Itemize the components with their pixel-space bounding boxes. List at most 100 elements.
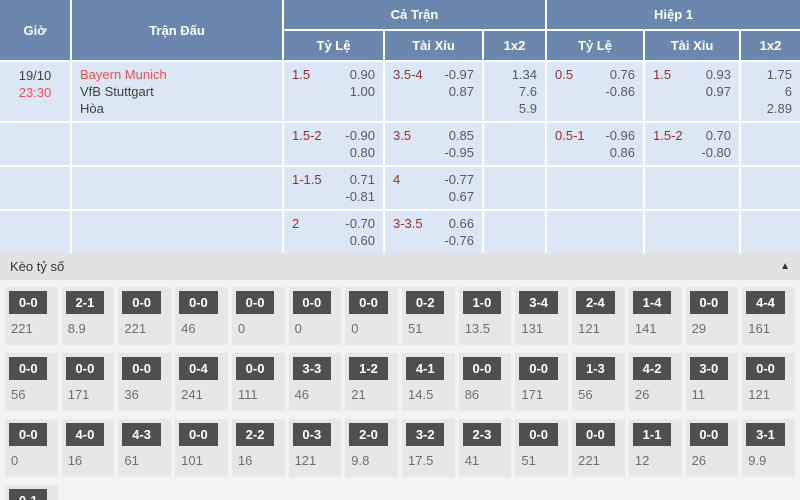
- score-cell-2-0[interactable]: 2-0 9.8: [345, 419, 398, 477]
- odds-value[interactable]: -0.76: [444, 233, 474, 248]
- score-badge: 0-0: [689, 423, 729, 446]
- odds-value[interactable]: 0.67: [448, 189, 474, 204]
- score-cell-0-0[interactable]: 0-0 171: [61, 353, 115, 411]
- score-cell-0-0[interactable]: 0-0 51: [515, 419, 569, 477]
- score-cell-0-0[interactable]: 0-0 29: [685, 287, 739, 345]
- odds-value[interactable]: 1.34: [511, 67, 537, 82]
- score-odds-value: 241: [181, 387, 203, 402]
- score-cell-1-1[interactable]: 1-1 12: [628, 419, 682, 477]
- score-cell-0-0[interactable]: 0-0 111: [231, 353, 285, 411]
- empty-cell: [741, 167, 800, 209]
- odds-value[interactable]: 0.90: [349, 67, 375, 82]
- score-cell-4-4[interactable]: 4-4 161: [742, 287, 795, 345]
- score-cell-2-3[interactable]: 2-3 41: [458, 419, 512, 477]
- score-cell-2-1[interactable]: 2-1 8.9: [61, 287, 115, 345]
- odds-value[interactable]: -0.86: [605, 84, 635, 99]
- ft-handicap-odds[interactable]: 1.5-2 -0.90 0.80: [284, 123, 383, 165]
- score-cell-2-2[interactable]: 2-2 16: [231, 419, 285, 477]
- score-cell-0-0[interactable]: 0-0 46: [175, 287, 228, 345]
- ft-handicap-odds[interactable]: 1-1.5 0.71 -0.81: [284, 167, 383, 209]
- odds-value[interactable]: -0.81: [345, 189, 375, 204]
- score-cell-0-0[interactable]: 0-0 221: [572, 419, 625, 477]
- odds-value[interactable]: -0.80: [701, 145, 731, 160]
- odds-value[interactable]: -0.96: [605, 128, 635, 143]
- score-cell-0-1[interactable]: 0-131: [5, 485, 58, 500]
- odds-value[interactable]: -0.70: [345, 216, 375, 231]
- odds-value[interactable]: -0.97: [444, 67, 474, 82]
- h1-over-under-odds[interactable]: 1.5 0.93 0.97: [645, 62, 739, 121]
- score-badge: 0-0: [746, 357, 785, 380]
- odds-value[interactable]: 0.70: [705, 128, 731, 143]
- odds-value[interactable]: -0.77: [444, 172, 474, 187]
- col-header-time: Giờ: [0, 0, 70, 60]
- odds-value[interactable]: 0.87: [448, 84, 474, 99]
- odds-value[interactable]: 0.71: [349, 172, 375, 187]
- score-cell-3-0[interactable]: 3-0 11: [685, 353, 739, 411]
- score-cell-0-0[interactable]: 0-0 56: [5, 353, 58, 411]
- odds-value[interactable]: -0.90: [345, 128, 375, 143]
- odds-value[interactable]: 0.86: [609, 145, 635, 160]
- score-cell-1-0[interactable]: 1-0 13.5: [458, 287, 512, 345]
- score-cell-3-1[interactable]: 3-1 9.9: [742, 419, 795, 477]
- score-cell-4-3[interactable]: 4-3 61: [118, 419, 172, 477]
- score-cell-0-0[interactable]: 0-0 221: [5, 287, 58, 345]
- score-cell-0-0[interactable]: 0-0 0: [345, 287, 398, 345]
- odds-value[interactable]: 0.60: [349, 233, 375, 248]
- score-cell-0-0[interactable]: 0-0 26: [685, 419, 739, 477]
- ft-over-under-odds[interactable]: 4 -0.77 0.67: [385, 167, 482, 209]
- odds-value[interactable]: 0.80: [349, 145, 375, 160]
- score-cell-0-2[interactable]: 0-2 51: [402, 287, 455, 345]
- empty-cell: [645, 167, 739, 209]
- score-cell-0-4[interactable]: 0-4 241: [175, 353, 228, 411]
- odds-value[interactable]: 6: [784, 84, 792, 99]
- ft-over-under-odds[interactable]: 3.5-4 -0.97 0.87: [385, 62, 482, 121]
- score-cell-0-0[interactable]: 0-0 0: [5, 419, 58, 477]
- odds-value[interactable]: 0.97: [705, 84, 731, 99]
- score-cell-3-2[interactable]: 3-2 17.5: [402, 419, 455, 477]
- score-odds-value: 141: [634, 321, 657, 336]
- ft-1x2-odds[interactable]: 1.34 7.6 5.9: [484, 62, 545, 121]
- h1-handicap-odds[interactable]: 0.5-1 -0.96 0.86: [547, 123, 643, 165]
- score-cell-0-0[interactable]: 0-0 121: [742, 353, 795, 411]
- score-cell-0-0[interactable]: 0-0 86: [458, 353, 512, 411]
- score-cell-1-2[interactable]: 1-2 21: [345, 353, 398, 411]
- ft-handicap-odds[interactable]: 2 -0.70 0.60: [284, 211, 383, 253]
- score-cell-4-2[interactable]: 4-2 26: [628, 353, 682, 411]
- score-cell-3-4[interactable]: 3-4 131: [515, 287, 569, 345]
- odds-value[interactable]: 0.76: [609, 67, 635, 82]
- score-cell-1-3[interactable]: 1-3 56: [572, 353, 625, 411]
- score-cell-0-0[interactable]: 0-0 171: [515, 353, 569, 411]
- ft-handicap-odds[interactable]: 1.5 0.90 1.00: [284, 62, 383, 121]
- correct-score-header-bar[interactable]: Kèo tỷ số ▲: [0, 253, 800, 280]
- ft-over-under-odds[interactable]: 3.5 0.85 -0.95: [385, 123, 482, 165]
- score-cell-3-3[interactable]: 3-3 46: [288, 353, 342, 411]
- odds-value[interactable]: 5.9: [518, 101, 537, 116]
- odds-value[interactable]: 7.6: [518, 84, 537, 99]
- h1-handicap-odds[interactable]: 0.5 0.76 -0.86: [547, 62, 643, 121]
- score-cell-1-4[interactable]: 1-4 141: [628, 287, 682, 345]
- odds-value[interactable]: 1.75: [766, 67, 792, 82]
- odds-value[interactable]: 0.93: [705, 67, 731, 82]
- h1-1x2-odds[interactable]: 1.75 6 2.89: [741, 62, 800, 121]
- h1-over-under-odds[interactable]: 1.5-2 0.70 -0.80: [645, 123, 739, 165]
- score-cell-2-4[interactable]: 2-4 121: [572, 287, 625, 345]
- home-team[interactable]: Bayern Munich: [80, 67, 167, 82]
- score-cell-0-0[interactable]: 0-0 0: [288, 287, 342, 345]
- odds-value[interactable]: -0.95: [444, 145, 474, 160]
- odds-value[interactable]: 1.00: [349, 84, 375, 99]
- score-cell-4-1[interactable]: 4-1 14.5: [402, 353, 455, 411]
- score-cell-0-0[interactable]: 0-0 36: [118, 353, 172, 411]
- odds-value[interactable]: 0.66: [448, 216, 474, 231]
- odds-value[interactable]: 0.85: [448, 128, 474, 143]
- score-cell-0-0[interactable]: 0-0 101: [175, 419, 228, 477]
- score-cell-0-0[interactable]: 0-0 221: [118, 287, 172, 345]
- collapse-arrow-icon[interactable]: ▲: [780, 261, 790, 272]
- ft-over-under-odds[interactable]: 3-3.5 0.66 -0.76: [385, 211, 482, 253]
- score-cell-0-3[interactable]: 0-3 121: [288, 419, 342, 477]
- away-team[interactable]: VfB Stuttgart: [80, 84, 154, 99]
- score-cell-0-0[interactable]: 0-0 0: [231, 287, 285, 345]
- score-badge: 0-3: [292, 423, 332, 446]
- match-teams-cell[interactable]: Bayern Munich VfB Stuttgart Hòa: [72, 62, 282, 121]
- odds-value[interactable]: 2.89: [766, 101, 792, 116]
- score-cell-4-0[interactable]: 4-0 16: [61, 419, 115, 477]
